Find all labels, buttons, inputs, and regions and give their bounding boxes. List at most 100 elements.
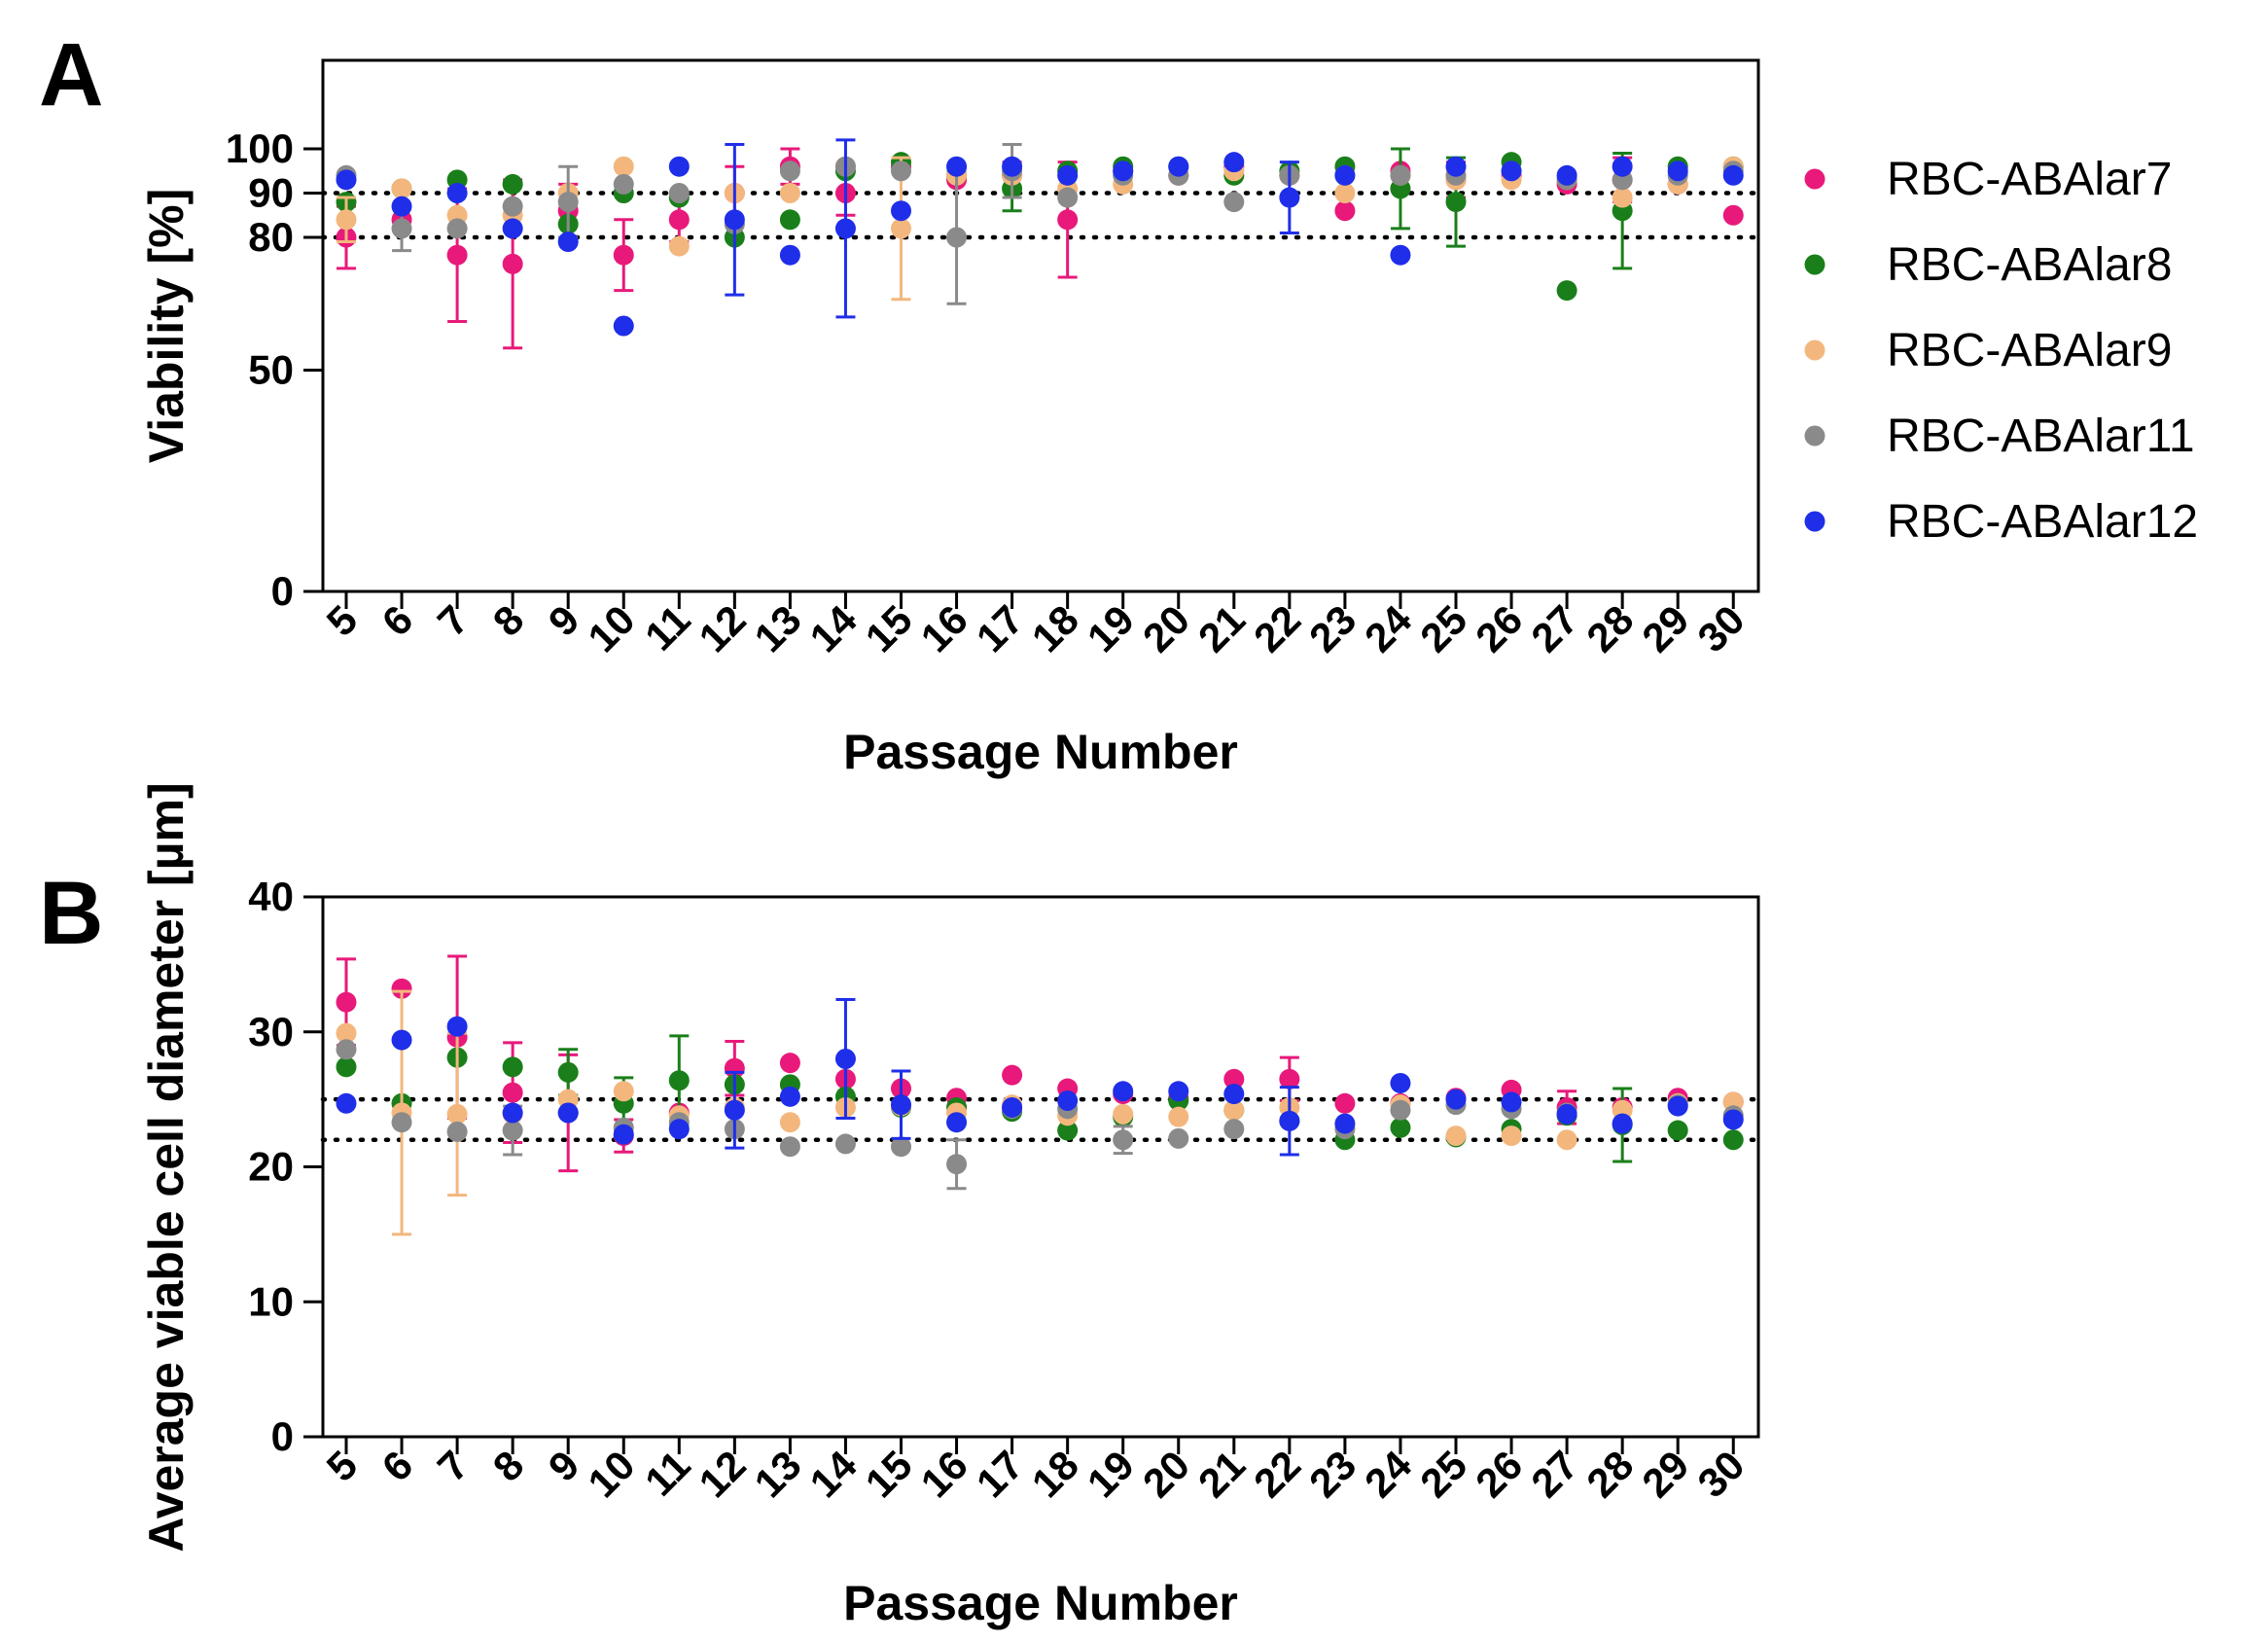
data-point	[391, 978, 412, 999]
legend: RBC-ABAlar7 RBC-ABAlar8 RBC-ABAlar9 RBC-ABA…	[1804, 154, 2198, 548]
data-point	[1334, 183, 1356, 203]
data-point	[446, 218, 468, 239]
data-point	[1390, 164, 1411, 186]
x-tick-label: 9	[540, 596, 588, 645]
data-point	[1113, 1081, 1134, 1102]
data-point	[1057, 1090, 1079, 1112]
data-point	[668, 209, 690, 231]
series-RBC-ABAlar9	[336, 156, 1744, 302]
data-point	[1556, 1129, 1577, 1151]
data-point	[779, 1086, 800, 1107]
data-point	[1223, 1068, 1245, 1089]
data-point	[1168, 1106, 1189, 1127]
data-point	[446, 1016, 468, 1037]
data-point	[1002, 1064, 1023, 1086]
data-point	[834, 1133, 856, 1155]
data-point	[1279, 187, 1300, 208]
x-tick-label: 7	[429, 1442, 478, 1490]
x-tick-label: 6	[373, 596, 422, 645]
data-point	[1556, 280, 1577, 302]
data-point	[1390, 1117, 1411, 1138]
data-point	[724, 1099, 745, 1121]
x-tick-label: 9	[540, 1442, 588, 1490]
data-point	[1334, 200, 1356, 222]
y-tick-label: 40	[248, 874, 294, 919]
x-tick-label: 8	[484, 1442, 533, 1490]
data-point	[1501, 1125, 1522, 1147]
data-point	[1057, 209, 1079, 231]
data-point	[391, 196, 412, 217]
series-RBC-ABAlar9	[336, 989, 1744, 1236]
data-point	[1722, 1109, 1744, 1130]
data-point	[1279, 1068, 1300, 1089]
data-point	[1667, 1095, 1688, 1117]
data-point	[779, 1112, 800, 1133]
y-tick-label: 50	[248, 347, 294, 393]
data-point	[391, 178, 412, 199]
data-point	[1445, 156, 1467, 177]
data-point	[446, 183, 468, 203]
panel-label-b: B	[39, 864, 103, 963]
data-point	[1667, 161, 1688, 182]
series-RBC-ABAlar7	[336, 954, 1744, 1173]
data-point	[668, 1119, 690, 1140]
data-point	[779, 183, 800, 203]
data-point	[891, 161, 911, 182]
data-point	[391, 1029, 412, 1051]
data-point	[1390, 1099, 1411, 1121]
legend-label: RBC-ABAlar11	[1887, 411, 2195, 462]
data-point	[1501, 1091, 1522, 1113]
legend-marker	[1804, 425, 1825, 446]
data-point	[446, 244, 468, 266]
data-point	[557, 232, 579, 253]
data-point	[891, 200, 911, 222]
x-tick-label: 10	[579, 596, 643, 661]
data-point	[1612, 1113, 1633, 1134]
data-point	[946, 1154, 968, 1175]
data-point	[1445, 192, 1467, 213]
y-axis-title: Average viable cell diameter [µm]	[139, 782, 194, 1552]
data-point	[613, 1124, 634, 1145]
data-point	[1223, 1099, 1245, 1121]
data-point	[502, 173, 523, 195]
data-point	[1501, 161, 1522, 182]
data-point	[502, 253, 523, 274]
data-point	[1445, 1125, 1467, 1147]
data-point	[1722, 164, 1744, 186]
x-tick-label: 8	[484, 596, 533, 645]
data-point	[779, 161, 800, 182]
data-point	[1113, 1103, 1134, 1125]
data-point	[1556, 1103, 1577, 1125]
data-point	[779, 244, 800, 266]
series-RBC-ABAlar12	[336, 997, 1744, 1157]
y-axis-title: Viability [%]	[139, 189, 194, 463]
data-point	[336, 209, 357, 231]
data-point	[891, 1136, 911, 1158]
y-tick-label: 10	[248, 1278, 294, 1324]
data-point	[613, 1081, 634, 1102]
data-point	[1612, 187, 1633, 208]
data-point	[668, 1070, 690, 1091]
data-point	[1223, 152, 1245, 173]
data-point	[446, 1121, 468, 1142]
data-point	[613, 244, 634, 266]
data-point	[891, 1094, 911, 1116]
y-tick-label: 30	[248, 1009, 294, 1054]
data-point	[779, 209, 800, 231]
data-point	[336, 991, 357, 1013]
data-point	[946, 1112, 968, 1133]
y-tick-label: 100	[226, 125, 294, 171]
x-tick-label: 5	[318, 1442, 367, 1490]
data-point	[613, 173, 634, 195]
data-point	[336, 1056, 357, 1078]
plot-frame	[321, 58, 1760, 593]
data-point	[391, 1112, 412, 1133]
data-point	[834, 218, 856, 239]
x-tick-label: 5	[318, 596, 367, 645]
x-axis-title: Passage Number	[843, 1576, 1238, 1630]
data-point	[668, 235, 690, 257]
data-point	[1113, 161, 1134, 182]
legend-label: RBC-ABAlar9	[1887, 325, 2172, 376]
series-RBC-ABAlar8	[336, 1034, 1744, 1163]
